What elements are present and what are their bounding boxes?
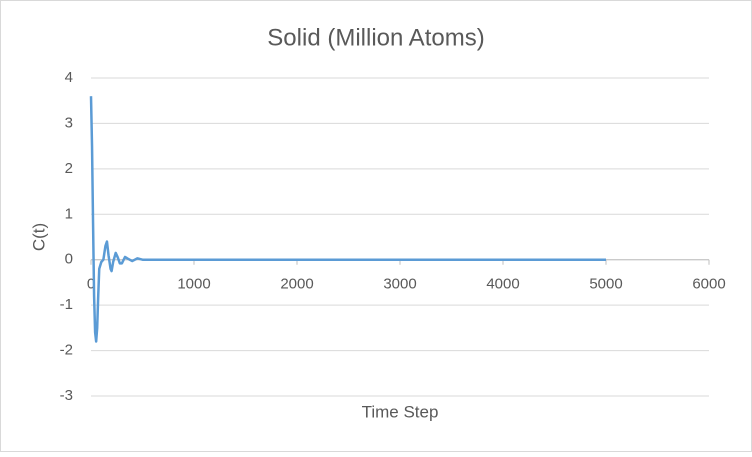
x-tick-label: 0 [87, 276, 95, 293]
y-tick-label: -3 [60, 387, 73, 404]
x-tick-label: 5000 [589, 276, 622, 293]
y-tick-label: -1 [60, 296, 73, 313]
y-tick-label: 4 [65, 69, 73, 86]
x-tick-label: 3000 [383, 276, 416, 293]
x-tick-label: 4000 [486, 276, 519, 293]
y-tick-label: -2 [60, 342, 73, 359]
y-tick-label: 2 [65, 160, 73, 177]
x-tick-label: 2000 [280, 276, 313, 293]
data-line [89, 96, 606, 343]
x-tick-label: 6000 [692, 276, 725, 293]
y-axis-label: C(t) [29, 223, 48, 251]
chart-title: Solid (Million Atoms) [267, 24, 484, 51]
y-tick-label: 1 [65, 205, 73, 222]
x-axis-label: Time Step [362, 402, 439, 421]
y-tick-label: 0 [65, 251, 73, 268]
x-tick-label: 1000 [177, 276, 210, 293]
y-tick-label: 3 [65, 114, 73, 131]
